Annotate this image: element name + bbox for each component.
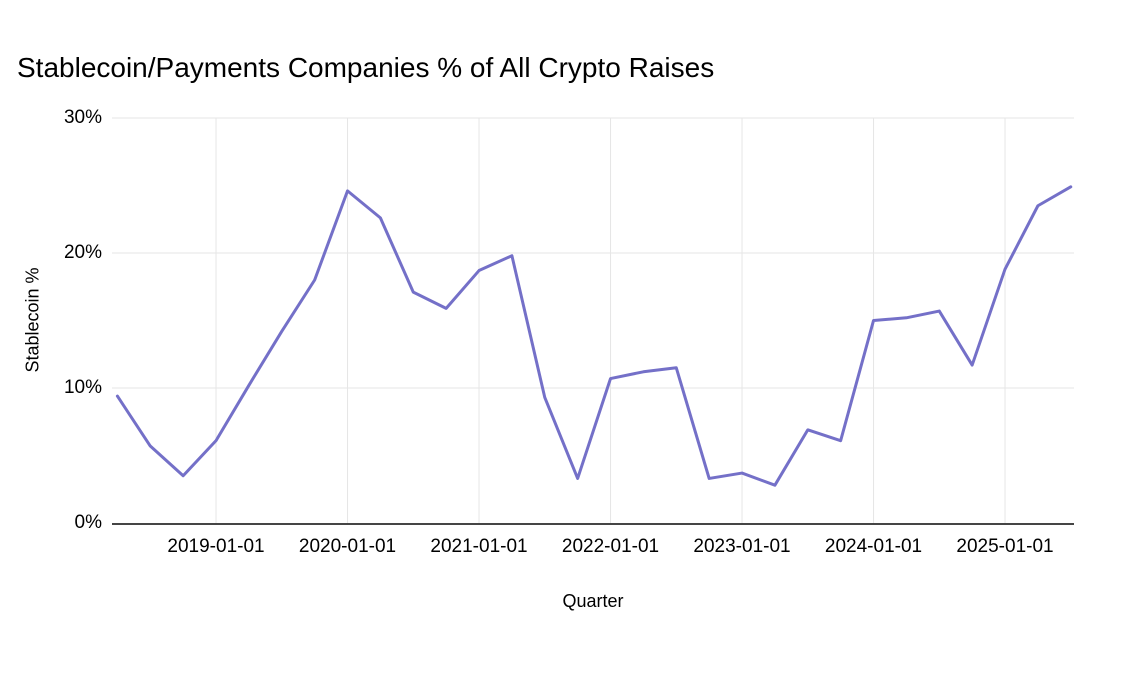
x-tick-label: 2020-01-01 bbox=[298, 536, 397, 557]
y-tick-label: 30% bbox=[63, 107, 102, 128]
y-tick-label: 20% bbox=[63, 242, 102, 263]
x-tick-label: 2021-01-01 bbox=[430, 536, 528, 557]
stablecoin-percent-line bbox=[115, 185, 1073, 487]
x-tick-label: 2025-01-01 bbox=[956, 536, 1054, 557]
x-tick-label: 2019-01-01 bbox=[167, 536, 265, 557]
y-tick-label: 10% bbox=[63, 377, 102, 398]
x-tick-label: 2024-01-01 bbox=[824, 536, 923, 557]
y-tick-label: 0% bbox=[74, 512, 102, 533]
x-axis-title: Quarter bbox=[562, 591, 624, 611]
x-tick-label: 2022-01-01 bbox=[561, 536, 660, 557]
chart-title: Stablecoin/Payments Companies % of All C… bbox=[17, 52, 715, 83]
x-tick-label: 2023-01-01 bbox=[693, 536, 791, 557]
